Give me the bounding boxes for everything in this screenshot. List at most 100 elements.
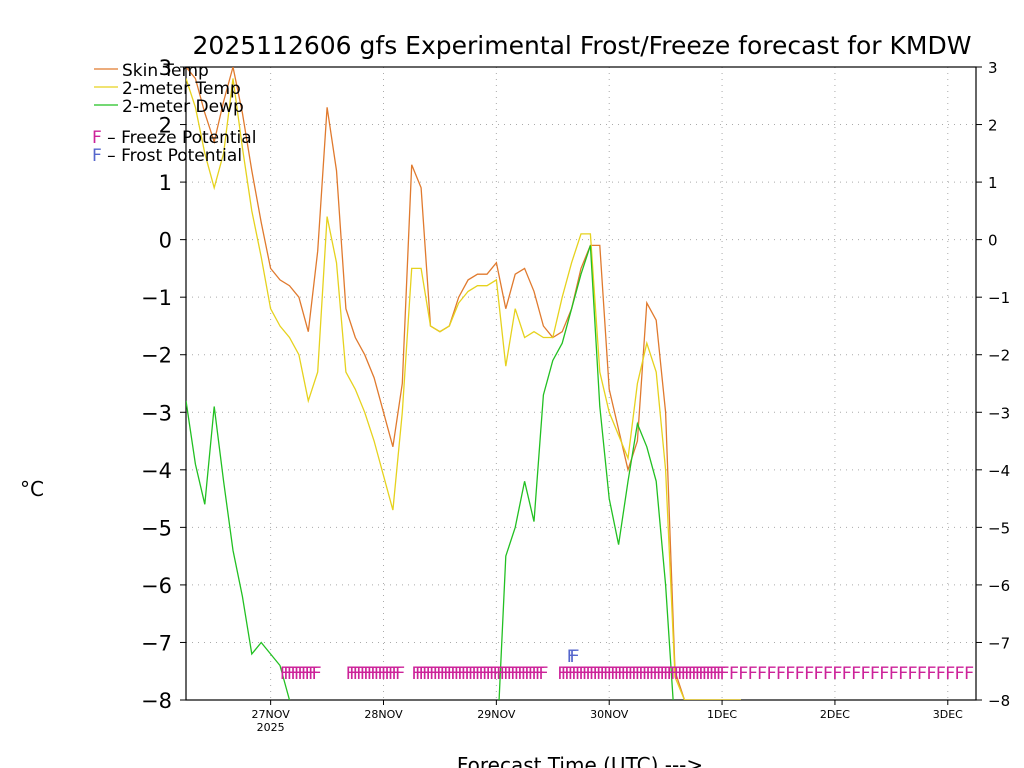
freeze-marker: F [663,664,673,684]
freeze-marker: F [709,664,719,684]
legend-marker-text: – Frost Potential [102,146,242,166]
series-lines [186,67,741,700]
y-tick-label-right: 1 [988,174,998,192]
freeze-marker: F [936,664,946,684]
frost-marker: F [569,647,579,667]
freeze-marker: F [785,664,795,684]
freeze-marker: F [702,664,712,684]
freeze-marker: F [804,664,814,684]
freeze-marker: F [684,664,694,684]
freeze-marker: F [635,664,645,684]
freeze-marker: F [568,664,578,684]
freeze-marker: F [879,664,889,684]
freeze-marker: F [447,664,457,684]
freeze-marker: F [649,664,659,684]
plot-frame [185,66,977,701]
freeze-marker: F [705,664,715,684]
freeze-marker: F [485,664,495,684]
freeze-marker: F [603,664,613,684]
freeze-marker: F [628,664,638,684]
freeze-marker: F [535,664,545,684]
freeze-marker: F [374,664,384,684]
freeze-marker: F [360,664,370,684]
freeze-marker: F [311,664,321,684]
y-tick-label-right: −2 [988,347,1010,365]
y-tick-label-left: −5 [141,516,172,540]
freeze-marker: F [415,664,425,684]
freeze-marker: F [561,664,571,684]
freeze-marker: F [606,664,616,684]
freeze-marker: F [645,664,655,684]
y-tick-label-left: −2 [141,344,172,368]
freeze-marker: F [795,664,805,684]
x-tick-label: 3DEC [933,708,963,721]
freeze-marker: F [748,664,758,684]
y-tick-label-right: −1 [988,289,1010,307]
y-tick-label-left: 2 [159,114,172,138]
freeze-marker: F [478,664,488,684]
freeze-marker: F [575,664,585,684]
freeze-marker: F [585,664,595,684]
y-tick-label-right: 3 [988,59,998,77]
freeze-marker: F [698,664,708,684]
y-tick-label-right: −8 [988,692,1010,710]
freeze-marker: F [425,664,435,684]
freeze-marker: F [457,664,467,684]
freeze-marker: F [851,664,861,684]
freeze-marker: F [507,664,517,684]
freeze-marker: F [521,664,531,684]
freeze-marker: F [889,664,899,684]
freeze-marker: F [468,664,478,684]
legend-marker-letter: F [92,128,102,148]
freeze-marker: F [954,664,964,684]
y-tick-label-right: −3 [988,404,1010,422]
freeze-marker: F [308,664,318,684]
freeze-marker: F [589,664,599,684]
freeze-marker: F [531,664,541,684]
series-line-skin-temp [186,67,741,700]
freeze-marker: F [471,664,481,684]
x-tick-label: 29NOV [477,708,516,721]
freeze-marker: F [454,664,464,684]
freeze-marker: F [418,664,428,684]
freeze-marker: F [377,664,387,684]
freeze-marker: F [673,664,683,684]
freeze-marker: F [557,664,567,684]
freeze-marker: F [370,664,380,684]
freeze-marker: F [283,664,293,684]
freeze-marker: F [656,664,666,684]
legend-marker-label: F – Freeze Potential [92,128,256,148]
freeze-marker: F [842,664,852,684]
freeze-marker: F [294,664,304,684]
freeze-marker: F [443,664,453,684]
chart-title: 2025112606 gfs Experimental Frost/Freeze… [193,31,972,60]
freeze-marker: F [907,664,917,684]
freeze-marker: F [517,664,527,684]
x-tick-label: 1DEC [707,708,737,721]
freeze-marker: F [482,664,492,684]
freeze-marker: F [642,664,652,684]
freeze-marker: F [514,664,524,684]
freeze-marker: F [691,664,701,684]
y-tick-label-right: 2 [988,117,998,135]
freeze-marker: F [738,664,748,684]
x-tick-label: 28NOV [364,708,403,721]
y-tick-label-left: −1 [141,286,172,310]
freeze-marker: F [287,664,297,684]
y-tick-label-left: 1 [159,171,172,195]
series-line-2-meter-dewp [186,245,674,700]
freeze-marker: F [353,664,363,684]
freeze-marker: F [538,664,548,684]
freeze-marker: F [510,664,520,684]
legend-label: 2-meter Dewp [122,97,244,117]
freeze-marker: F [681,664,691,684]
y-tick-label-right: 0 [988,232,998,250]
freeze-marker: F [945,664,955,684]
legend-label: Skin Temp [122,61,209,81]
freeze-marker: F [297,664,307,684]
freeze-marker: F [429,664,439,684]
freeze-marker: F [345,664,355,684]
freeze-marker: F [666,664,676,684]
freeze-marker: F [432,664,442,684]
